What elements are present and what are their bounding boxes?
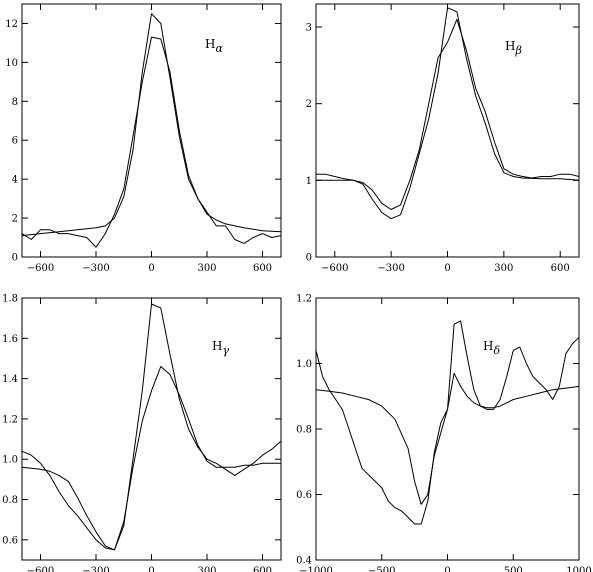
x-tick-label: −1000 — [299, 566, 333, 572]
line-label: Hα — [205, 37, 223, 55]
panel-2: −600 −300 0 300 600 0 1 2 3 Hβ — [306, 3, 580, 274]
x-tick-label: 600 — [253, 263, 272, 274]
plot-frame — [315, 297, 580, 561]
y-tick-label: 0.8 — [296, 425, 312, 436]
panel-3: −600 −300 0 300 600 0.6 0.8 1.0 1.2 1.4 1.6 1.8 Hγ — [2, 294, 282, 572]
series-line-2 — [316, 7, 580, 220]
x-tick-label: 0 — [444, 263, 450, 274]
y-tick-label: 2 — [12, 214, 18, 225]
x-tick-label: 300 — [197, 566, 216, 572]
y-tick-label: 1 — [306, 176, 312, 187]
series-line-1 — [21, 36, 282, 248]
y-tick-label: 0 — [306, 253, 312, 264]
x-tick-label: 600 — [551, 263, 570, 274]
y-tick-label: 1.2 — [2, 414, 18, 425]
series-line-2 — [21, 13, 282, 237]
x-tick-label: 0 — [148, 566, 154, 572]
x-tick-label: −600 — [27, 566, 54, 572]
line-label: Hβ — [505, 39, 522, 57]
y-tick-label: 1.8 — [2, 294, 18, 305]
x-tick-label: 0 — [148, 263, 154, 274]
x-tick-label: 300 — [197, 263, 216, 274]
line-label: Hγ — [212, 339, 229, 357]
series-line-1 — [21, 366, 281, 551]
x-tick-label: 600 — [253, 566, 272, 572]
x-tick-label: 1000 — [566, 566, 591, 572]
x-tick-label: 300 — [494, 263, 513, 274]
series-line-1 — [315, 372, 580, 505]
x-tick-label: −300 — [82, 263, 109, 274]
y-tick-label: 0.4 — [296, 556, 312, 567]
y-tick-label: 6 — [12, 136, 18, 147]
y-tick-label: 0 — [12, 253, 18, 264]
x-tick-label: −300 — [377, 263, 404, 274]
y-tick-label: 0.8 — [2, 495, 18, 506]
y-tick-label: 1.4 — [2, 374, 18, 385]
y-tick-label: 1.2 — [296, 294, 312, 305]
line-label: Hδ — [483, 339, 500, 357]
y-tick-label: 1.6 — [2, 334, 18, 345]
y-tick-label: 8 — [12, 97, 18, 108]
x-tick-label: −600 — [27, 263, 54, 274]
plot-frame — [21, 297, 282, 561]
x-tick-label: −500 — [368, 566, 395, 572]
y-tick-label: 4 — [12, 175, 18, 186]
x-tick-label: 500 — [504, 566, 523, 572]
y-tick-label: 1.0 — [2, 455, 18, 466]
plot-frame — [21, 3, 282, 258]
x-tick-label: −300 — [82, 566, 109, 572]
y-tick-label: 0.6 — [2, 535, 18, 546]
series-line-1 — [316, 18, 580, 210]
series-line-2 — [21, 303, 282, 551]
y-tick-label: 12 — [5, 19, 18, 30]
x-tick-label: −600 — [321, 263, 348, 274]
y-tick-label: 3 — [306, 23, 312, 34]
y-tick-label: 1.0 — [296, 359, 312, 370]
y-tick-label: 2 — [306, 99, 312, 110]
y-tick-label: 10 — [5, 58, 18, 69]
series-line-2 — [315, 320, 580, 525]
y-tick-label: 0.6 — [296, 490, 312, 501]
x-tick-label: 0 — [444, 566, 450, 572]
panel-1: −600 −300 0 300 600 0 2 4 6 8 10 12 Hα — [5, 3, 282, 274]
panel-4: −1000 −500 0 500 1000 0.4 0.6 0.8 1.0 1.2 Hδ — [296, 294, 592, 572]
